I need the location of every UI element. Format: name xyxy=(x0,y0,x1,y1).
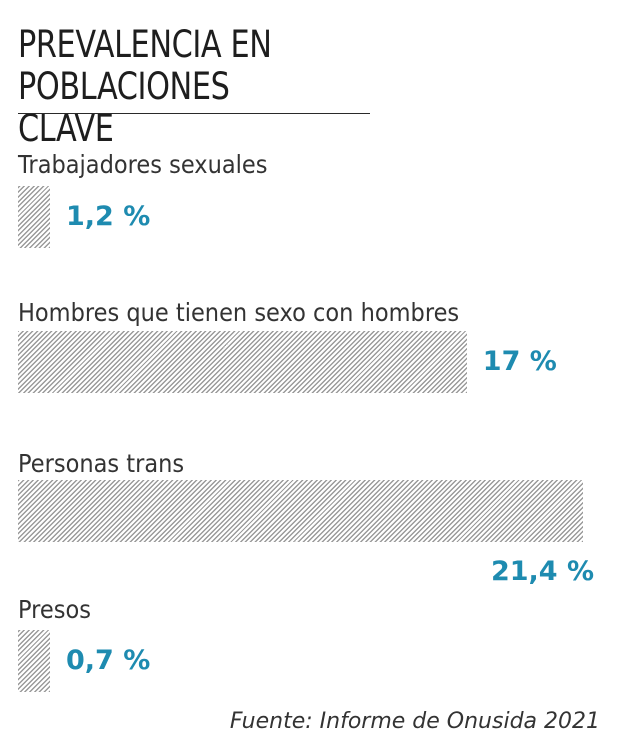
bar xyxy=(18,331,467,393)
category-label: Personas trans xyxy=(18,449,185,478)
chart-title-line-2: POBLACIONES CLAVE xyxy=(18,65,230,150)
value-label: 21,4 % xyxy=(490,556,595,587)
value-label: 17 % xyxy=(482,346,557,377)
source-note: Fuente: Informe de Onusida 2021 xyxy=(229,709,600,734)
value-label: 0,7 % xyxy=(66,645,151,676)
category-label: Presos xyxy=(18,595,91,624)
category-label: Trabajadores sexuales xyxy=(18,150,268,179)
bar xyxy=(18,630,50,692)
category-label: Hombres que tienen sexo con hombres xyxy=(18,298,460,327)
chart-title-line-1: PREVALENCIA EN xyxy=(18,23,272,66)
bar xyxy=(18,480,583,542)
bar xyxy=(18,186,50,248)
chart-title: PREVALENCIA EN POBLACIONES CLAVE xyxy=(18,24,313,150)
title-underline xyxy=(18,113,370,114)
value-label: 1,2 % xyxy=(66,201,151,232)
